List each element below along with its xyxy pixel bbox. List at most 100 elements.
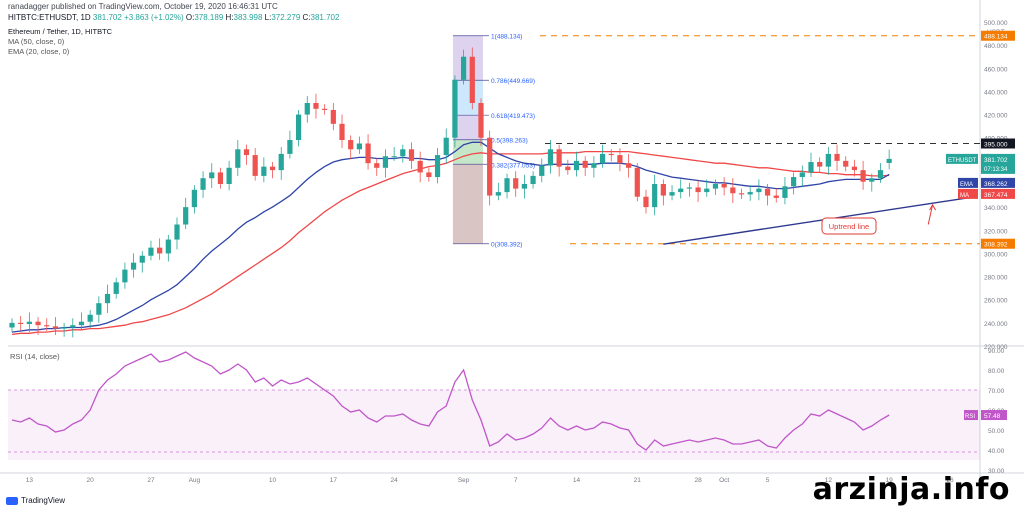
candle-body [113, 282, 119, 294]
candle-body [217, 172, 224, 184]
candle-body [200, 178, 206, 190]
rsi-value: 57.48 [984, 413, 1001, 420]
fib-zone [452, 80, 483, 116]
candle-body [356, 143, 362, 150]
candle-body [504, 178, 510, 193]
chart-title: Ethereum / Tether, 1D, HITBTC [8, 27, 113, 36]
fib-label: 1(488.134) [491, 34, 522, 41]
price-tag-label: 488.134 [984, 34, 1008, 41]
indicator-tag-label: EMA [960, 182, 973, 188]
indicator-value: 367.474 [984, 192, 1008, 199]
ohlc-line: HITBTC:ETHUSDT, 1D 381.702 +3.863 (+1.02… [8, 13, 339, 22]
tradingview-brand: TradingView [21, 496, 66, 505]
x-tick-label: Oct [719, 477, 729, 484]
rsi-value-bg [981, 410, 1007, 421]
uptrend-line [663, 197, 968, 245]
rsi-line [11, 351, 890, 451]
price-tag-bg [981, 30, 1015, 41]
ma-legend[interactable]: MA (50, close, 0) [8, 37, 65, 46]
candle-body [886, 158, 892, 163]
candle-body [18, 322, 24, 325]
symbol-tag-label: ETHUSDT [948, 158, 977, 164]
candle-body [469, 56, 475, 103]
y-tick-label: 460.000 [984, 66, 1008, 73]
candle-body [252, 155, 258, 176]
candle-body [513, 178, 519, 189]
rsi-tick-label: 90.00 [988, 348, 1005, 355]
candle-body [547, 149, 554, 166]
x-tick-label: 24 [391, 477, 399, 484]
candle-body [843, 160, 849, 167]
candle-body [591, 163, 597, 168]
x-tick-label: 5 [766, 477, 770, 484]
candle-body [712, 184, 719, 189]
fib-label: 0.5(398.263) [491, 138, 528, 145]
tradingview-logo: TradingView [6, 496, 65, 505]
candle-body [643, 196, 649, 208]
ema-legend[interactable]: EMA (20, close, 0) [8, 47, 70, 56]
candle-body [539, 165, 545, 176]
x-tick-label: 28 [694, 477, 702, 484]
candle-body [26, 321, 32, 325]
candle-body [130, 262, 137, 270]
candle-body [825, 153, 831, 167]
y-tick-label: 260.000 [984, 298, 1008, 305]
candle-body [704, 188, 710, 193]
candle-body [556, 149, 562, 167]
candle-body [408, 149, 415, 161]
candle-body [530, 175, 536, 184]
candle-body [235, 149, 241, 168]
y-tick-label: 320.000 [984, 228, 1008, 235]
candle-body [695, 187, 701, 193]
ma50-line [11, 150, 890, 336]
candle-body [478, 103, 484, 138]
fib-label: 0(308.392) [491, 242, 522, 249]
open-value: 378.189 [194, 13, 224, 22]
rsi-legend[interactable]: RSI (14, close) [10, 352, 60, 361]
candle-body [764, 188, 771, 196]
countdown-tag: 07:13:34 [984, 167, 1008, 173]
y-tick-label: 240.000 [984, 321, 1008, 328]
candle-body [139, 255, 145, 263]
indicator-value-bg [981, 177, 1015, 188]
candle-body [209, 172, 215, 179]
indicator-tag-bg [958, 188, 978, 199]
last-price-tag: 381.702 [984, 157, 1008, 164]
candle-body [817, 162, 823, 167]
candle-body [391, 156, 397, 158]
ema20-line [11, 141, 890, 333]
candle-body [165, 239, 171, 254]
fib-label: 0.786(449.669) [491, 78, 535, 85]
open-label: O: [185, 13, 195, 22]
candle-body [617, 155, 623, 164]
candle-body [626, 163, 632, 168]
candle-body [773, 195, 779, 198]
fib-zone [452, 115, 483, 140]
indicator-tag-label: MA [960, 193, 969, 199]
rsi-tick-label: 50.00 [988, 428, 1005, 435]
candle-body [70, 325, 76, 328]
uptrend-arrow [927, 204, 934, 225]
rsi-tick-label: 30.00 [988, 468, 1005, 475]
candle-body [44, 325, 50, 327]
indicator-tag-bg [958, 177, 978, 188]
y-tick-label: 340.000 [984, 205, 1008, 212]
candle-body [747, 192, 753, 195]
candle-body [487, 137, 493, 196]
price-tag-label: 395.000 [984, 142, 1008, 149]
candle-body [582, 160, 588, 168]
candle-body [35, 321, 41, 326]
x-tick-label: 12 [825, 477, 833, 484]
candle-body [608, 153, 614, 156]
candle-body [565, 166, 571, 171]
candle-body [730, 187, 736, 194]
candle-body [851, 166, 858, 171]
fib-zone [452, 164, 483, 244]
y-tick-label: 500.000 [984, 20, 1008, 27]
candle-body [869, 178, 875, 182]
candle-body [521, 184, 527, 189]
candle-body [183, 207, 189, 225]
candle-body [678, 188, 684, 193]
candle-body [304, 103, 310, 115]
